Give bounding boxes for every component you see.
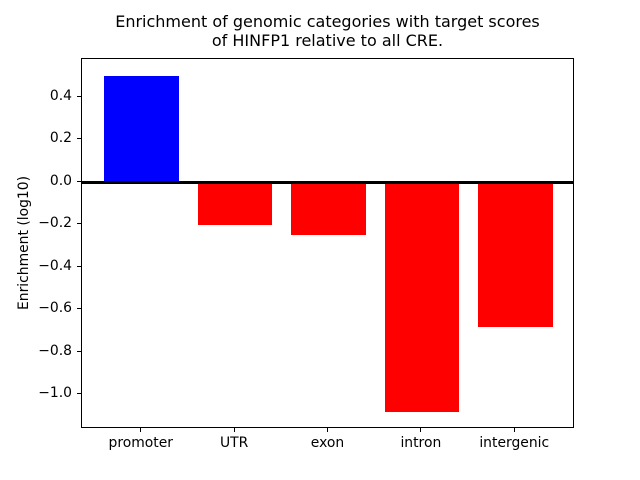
y-tick-label: −0.6 <box>38 300 72 317</box>
y-tick-label: −1.0 <box>38 385 72 402</box>
x-tick-mark <box>233 428 235 432</box>
bar-exon <box>291 182 366 236</box>
bar-promoter <box>104 76 180 183</box>
y-tick-mark <box>77 180 81 182</box>
zero-axhline <box>82 180 573 184</box>
x-tick-mark <box>140 428 142 432</box>
y-tick-mark <box>77 95 81 97</box>
x-tick-mark <box>327 428 328 432</box>
chart-title: Enrichment of genomic categories with ta… <box>115 12 540 50</box>
y-tick-mark <box>77 223 81 225</box>
y-tick-mark <box>77 350 81 352</box>
x-tick-mark <box>420 428 422 432</box>
x-tick-mark <box>513 428 515 432</box>
x-tick-label-promoter: promoter <box>108 435 173 451</box>
y-tick-label: −0.8 <box>38 342 72 359</box>
y-tick-label: −0.4 <box>38 257 72 274</box>
x-tick-label-exon: exon <box>310 435 345 451</box>
x-tick-label-intergenic: intergenic <box>479 435 550 451</box>
y-tick-label: 0.4 <box>49 87 72 104</box>
plot-area <box>81 58 574 428</box>
bar-intergenic <box>477 182 553 327</box>
y-tick-mark <box>77 393 81 395</box>
bar-UTR <box>197 182 273 225</box>
y-tick-label: 0.2 <box>49 130 72 147</box>
y-tick-label: 0.0 <box>49 172 72 189</box>
x-tick-label-UTR: UTR <box>219 435 249 451</box>
x-tick-label-intron: intron <box>400 435 442 451</box>
y-tick-mark <box>77 308 81 310</box>
y-axis-label: Enrichment (log10) <box>16 175 32 311</box>
bar-intron <box>384 182 460 412</box>
y-tick-mark <box>77 265 81 267</box>
y-tick-label: −0.2 <box>38 215 72 232</box>
y-tick-mark <box>77 138 81 140</box>
